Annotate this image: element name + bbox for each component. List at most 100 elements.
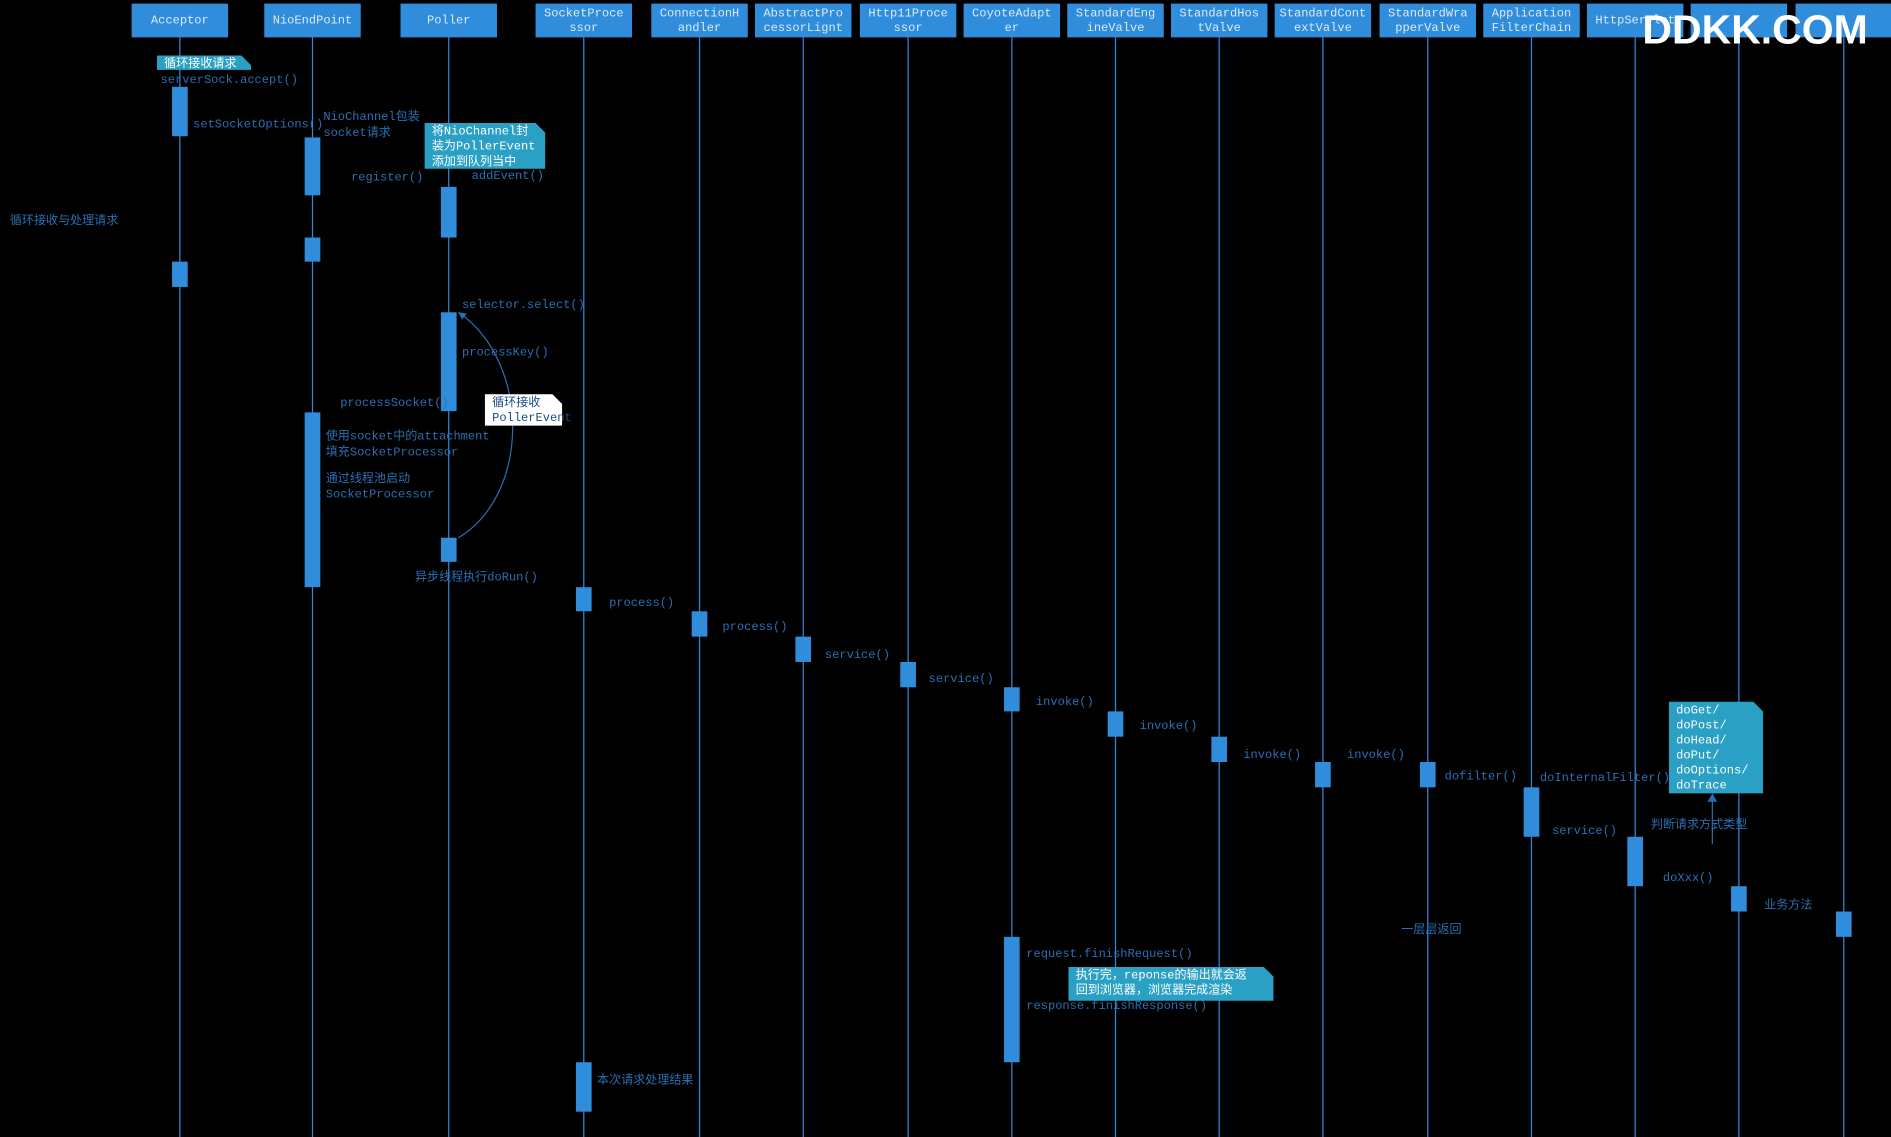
label-line: 使用socket中的attachment — [326, 428, 490, 444]
activation — [1107, 711, 1124, 737]
label-line: HttpServlet — [1595, 14, 1675, 28]
activation — [440, 312, 457, 412]
label-line: 判断请求方式类型 — [1651, 816, 1747, 832]
label-line: setSocketOptions() — [193, 117, 323, 131]
label-line: 循环接收与处理请求 — [10, 212, 118, 228]
label-line: 循环接收 — [492, 394, 540, 410]
label-line: 回到浏览器，浏览器完成渲染 — [1076, 982, 1233, 998]
label-line: response.finishResponse() — [1026, 999, 1207, 1013]
activation — [575, 1062, 592, 1112]
label-line: 业务方法 — [1764, 897, 1812, 913]
label-line: doPut/ — [1676, 749, 1719, 763]
participant-box — [131, 3, 229, 38]
label-line: er — [1005, 21, 1019, 35]
activation — [440, 186, 457, 238]
label-line: ConnectionH — [660, 6, 740, 20]
label-line: Application — [1492, 6, 1572, 20]
participant-box — [264, 3, 361, 38]
label-line: doTrace — [1676, 779, 1727, 793]
label-line: doInternalFilter() — [1540, 771, 1670, 785]
participant-box — [651, 3, 748, 38]
label-line: invoke() — [1347, 748, 1405, 762]
label-line: doXxx() — [1663, 871, 1714, 885]
label-line: 一层层返回 — [1401, 922, 1461, 937]
label-line: 装为PollerEvent — [432, 139, 536, 154]
label-line: StandardEng — [1076, 6, 1156, 20]
label-line: CoyoteAdapt — [972, 6, 1052, 20]
label-line: extValve — [1294, 21, 1352, 35]
note-arrow-head — [1707, 793, 1718, 802]
label-line: addEvent() — [472, 169, 544, 183]
label-line: socket请求 — [323, 125, 390, 140]
label-line: selector.select() — [462, 298, 585, 312]
note-box — [1668, 701, 1763, 794]
label-line: StandardWra — [1388, 6, 1468, 20]
label-line: process() — [609, 596, 674, 610]
label-line: doPost/ — [1676, 718, 1727, 732]
activation — [1731, 886, 1747, 912]
participant-box — [1170, 3, 1268, 38]
participant-box — [754, 3, 852, 38]
label-line: 循环接收请求 — [164, 55, 236, 71]
label-line: 异步线程执行doRun() — [415, 569, 538, 585]
label-line: 将NioChannel封 — [432, 124, 528, 139]
label-line: doOptions/ — [1676, 764, 1748, 778]
label-line: service() — [1552, 824, 1617, 838]
activation — [440, 537, 457, 562]
label-line: 填充SocketProcessor — [326, 443, 459, 459]
label-line: AbstractPro — [763, 6, 843, 20]
activation — [172, 86, 188, 137]
note-box — [1068, 966, 1274, 1001]
watermark: DDKK.COM — [1642, 6, 1867, 52]
label-line: Acceptor — [151, 14, 209, 28]
label-line: dofilter() — [1445, 770, 1517, 784]
label-line: serverSock.accept() — [161, 73, 298, 87]
activation — [1211, 736, 1228, 763]
label-line: 本次请求处理结果 — [597, 1073, 693, 1088]
activation — [1003, 936, 1020, 1063]
label-line: andler — [678, 21, 721, 35]
label-line: Poller — [427, 14, 470, 28]
label-line: ineValve — [1087, 21, 1145, 35]
loop-arrow — [458, 311, 514, 539]
label-line: request.finishRequest() — [1026, 947, 1192, 961]
label-line: invoke() — [1243, 748, 1301, 762]
label-line: NioEndPoint — [273, 14, 353, 28]
activation — [304, 137, 321, 196]
label-line: service() — [825, 648, 890, 662]
label-line: pperValve — [1395, 21, 1460, 35]
activation — [304, 237, 321, 262]
note-box — [424, 122, 546, 169]
activation — [1419, 762, 1436, 788]
activation — [900, 661, 916, 688]
label-line: NioChannel包装 — [323, 109, 419, 124]
label-line: StandardHos — [1179, 6, 1259, 20]
label-line: 添加到队列当中 — [432, 153, 516, 169]
participant-box — [1379, 3, 1477, 38]
label-line: register() — [351, 170, 423, 184]
participant-box — [535, 3, 633, 38]
activation — [172, 261, 188, 287]
label-line: ssor — [894, 21, 923, 35]
participant-box — [1690, 3, 1788, 38]
label-line: doHead/ — [1676, 734, 1727, 748]
loop-arrow-head — [458, 312, 467, 320]
participant-box — [963, 3, 1061, 38]
label-line: process() — [722, 620, 787, 634]
label-line: PollerEvent — [492, 411, 572, 425]
label-line: 通过线程池启动 — [326, 470, 410, 486]
participant-box — [1795, 3, 1891, 38]
participant-box — [1274, 3, 1372, 38]
label-line: Http11Proce — [868, 6, 948, 20]
label-line: invoke() — [1140, 719, 1198, 733]
label-line: service() — [929, 672, 994, 686]
activation — [1315, 762, 1331, 788]
activation — [1835, 911, 1852, 937]
label-line: invoke() — [1036, 695, 1094, 709]
label-line: StandardCont — [1280, 6, 1367, 20]
label-line: processSocket() — [340, 396, 448, 410]
label-line: 执行完，reponse的输出就会返 — [1076, 967, 1247, 983]
activation — [795, 636, 812, 662]
participant-box — [1483, 3, 1580, 38]
